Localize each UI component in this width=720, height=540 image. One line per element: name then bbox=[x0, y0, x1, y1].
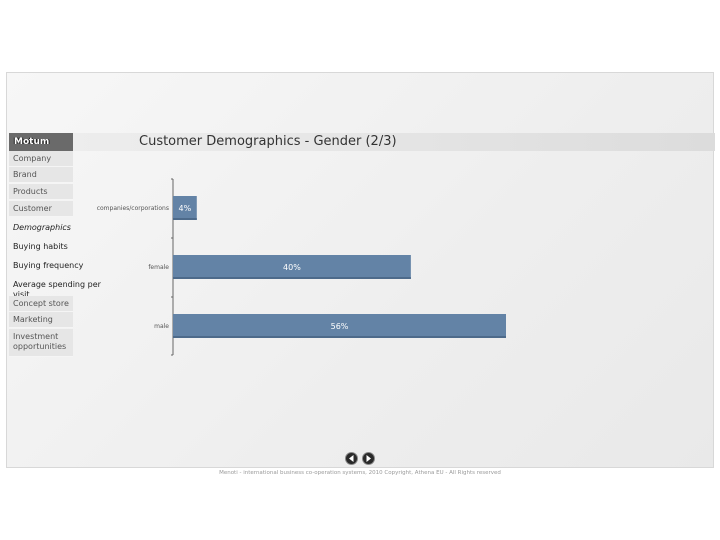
chevron-left-icon bbox=[349, 455, 354, 462]
bar-shadow bbox=[173, 277, 411, 279]
title-bar bbox=[73, 133, 715, 151]
category-label: female bbox=[148, 264, 169, 271]
sidebar-item-brand[interactable]: Brand bbox=[9, 167, 73, 183]
subnav-item-buying-frequency[interactable]: Buying frequency bbox=[13, 261, 84, 270]
sidebar-item-products[interactable]: Products bbox=[9, 184, 73, 200]
subnav-item-average-spending[interactable]: Average spending per visit bbox=[13, 280, 101, 299]
category-label: companies/corporations bbox=[97, 205, 169, 212]
data-label: 40% bbox=[283, 263, 301, 272]
bar-companies-corporations bbox=[173, 196, 197, 220]
data-label: 4% bbox=[179, 204, 192, 213]
subnav-item-buying-habits[interactable]: Buying habits bbox=[13, 242, 68, 251]
subnav-item-demographics[interactable]: Demographics bbox=[13, 223, 71, 232]
bar-shadow bbox=[173, 218, 197, 220]
sidebar-item-concept-store[interactable]: Concept store bbox=[9, 296, 73, 312]
bar-male bbox=[173, 314, 506, 338]
sidebar-item-company[interactable]: Company bbox=[9, 151, 73, 167]
next-slide-button[interactable] bbox=[362, 452, 375, 465]
bar-shadow bbox=[173, 336, 506, 338]
data-label: 56% bbox=[331, 322, 349, 331]
prev-slide-button[interactable] bbox=[345, 452, 358, 465]
chevron-right-icon bbox=[366, 455, 371, 462]
sidebar-item-investment-opportunities[interactable]: Investment opportunities bbox=[9, 329, 73, 357]
footer-copyright: Menoti - international business co-opera… bbox=[219, 470, 501, 476]
sidebar-item-customer[interactable]: Customer bbox=[9, 201, 73, 217]
sidebar-item-marketing[interactable]: Marketing bbox=[9, 312, 73, 328]
presentation-frame: Customer Demographics - Gender (2/3) Mot… bbox=[6, 72, 715, 468]
logo: Motum bbox=[9, 133, 73, 151]
gender-bar-chart: companies/corporations 4% female 40% male 56% bbox=[97, 178, 506, 356]
page-title: Customer Demographics - Gender (2/3) bbox=[139, 134, 397, 149]
bar-female bbox=[173, 255, 411, 279]
category-label: male bbox=[154, 323, 169, 330]
